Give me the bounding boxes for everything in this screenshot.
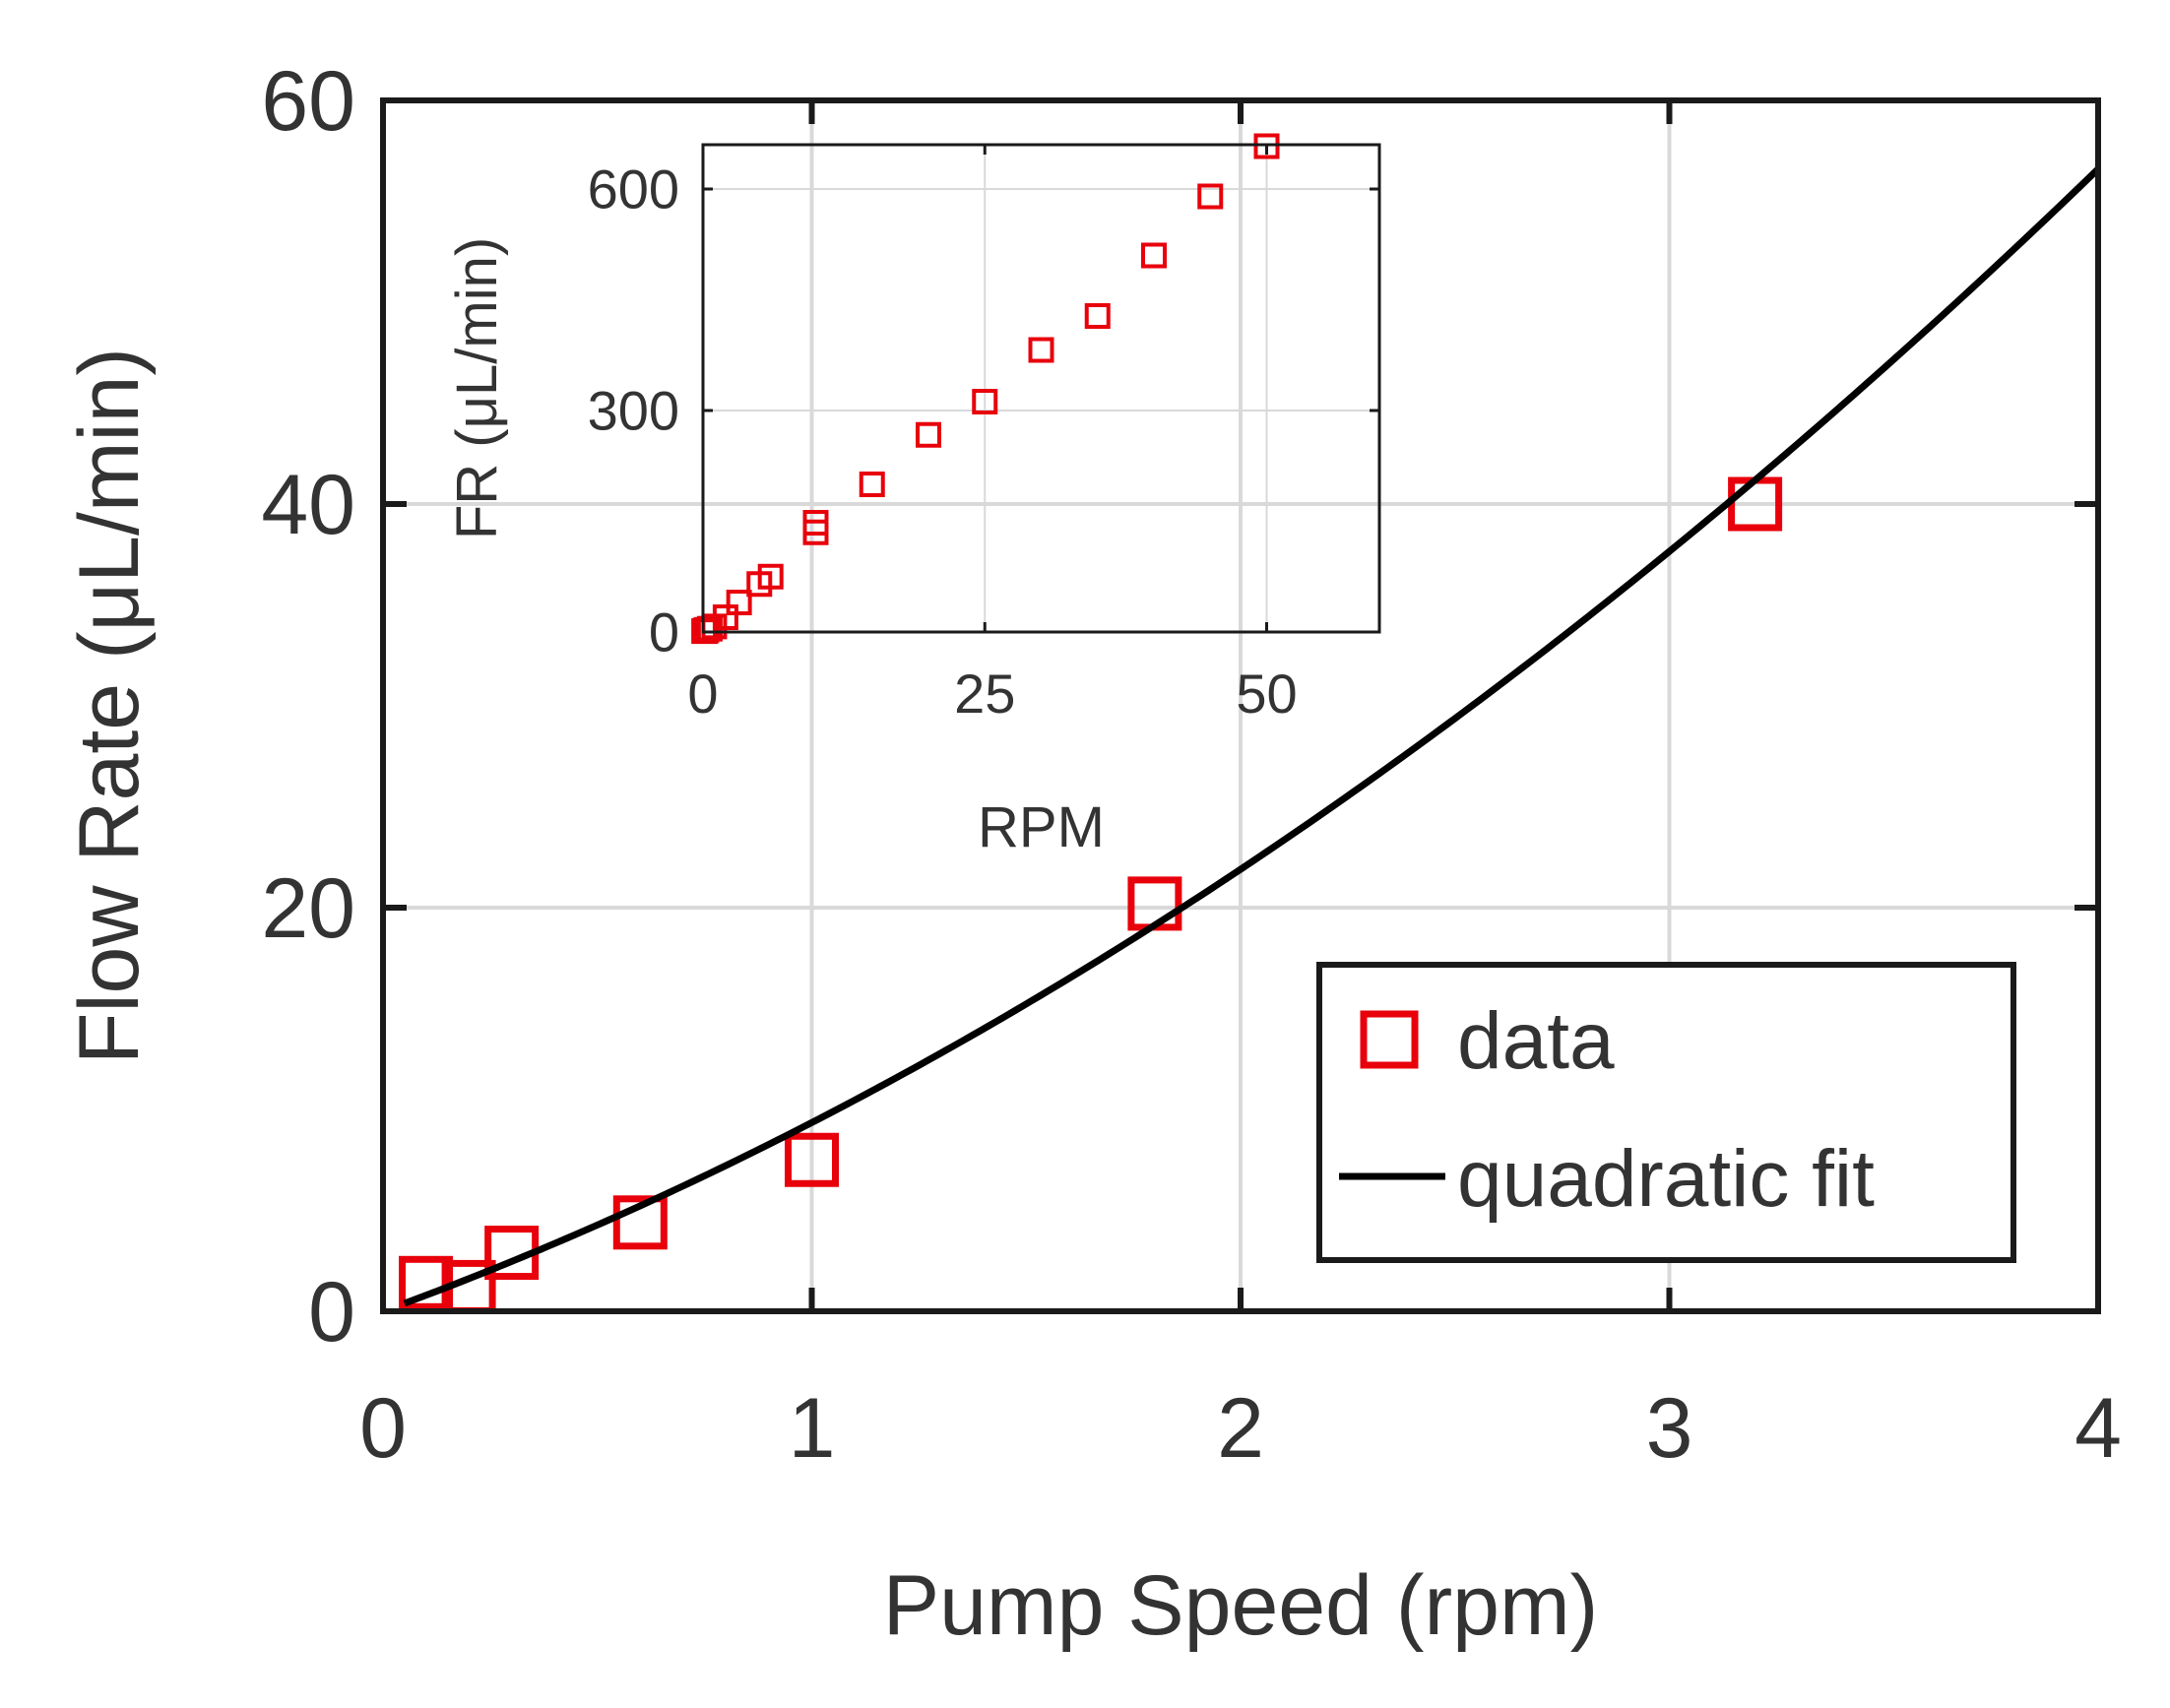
main-y-tick-label: 60 (261, 54, 355, 149)
legend-fit-label: quadratic fit (1457, 1134, 1875, 1224)
inset-data-point (802, 510, 829, 536)
main-x-tick-label: 3 (1646, 1381, 1693, 1476)
inset-y-tick-label: 600 (588, 158, 679, 221)
main-y-tick-label: 20 (261, 861, 355, 956)
inset-data-point (712, 604, 738, 630)
legend-data-label: data (1457, 996, 1615, 1086)
main-x-axis-label: Pump Speed (rpm) (883, 1558, 1599, 1653)
main-data-point (785, 1132, 839, 1187)
main-x-tick-label: 4 (2074, 1381, 2122, 1476)
inset-data-point (1084, 303, 1111, 329)
inset-y-axis-label: FR (μL/min) (445, 237, 509, 539)
legend-box (1316, 962, 2016, 1263)
inset-data-point (916, 421, 941, 448)
inset-x-tick-label: 25 (954, 663, 1015, 725)
inset-x-tick-label: 0 (687, 663, 718, 725)
main-y-axis-label: Flow Rate (μL/min) (62, 348, 157, 1064)
main-data-point (612, 1195, 668, 1250)
legend-data-marker (1360, 1010, 1419, 1069)
inset-axes-frame (701, 143, 1381, 634)
main-y-tick-label: 0 (308, 1265, 355, 1360)
inset-y-tick-label: 300 (588, 380, 679, 442)
inset-data-point (1197, 183, 1224, 210)
inset-data-point (1141, 242, 1167, 269)
inset-x-axis-label: RPM (978, 795, 1105, 859)
main-fit-line (403, 166, 2101, 1307)
inset-data-point (859, 472, 885, 497)
inset-plot: 0 25 50 0 300 600 RPM FR (μL/min) (445, 133, 1381, 859)
main-x-tick-label: 2 (1217, 1381, 1264, 1476)
inset-data-point (757, 563, 784, 590)
main-y-tick-label: 40 (261, 458, 355, 552)
inset-y-tick-label: 0 (649, 601, 679, 664)
inset-data-point (972, 389, 998, 414)
main-x-tick-label: 0 (359, 1381, 407, 1476)
inset-x-tick-label: 50 (1236, 663, 1297, 725)
main-x-tick-label: 1 (789, 1381, 836, 1476)
inset-data-point (726, 590, 752, 615)
inset-data-point (1028, 337, 1054, 363)
